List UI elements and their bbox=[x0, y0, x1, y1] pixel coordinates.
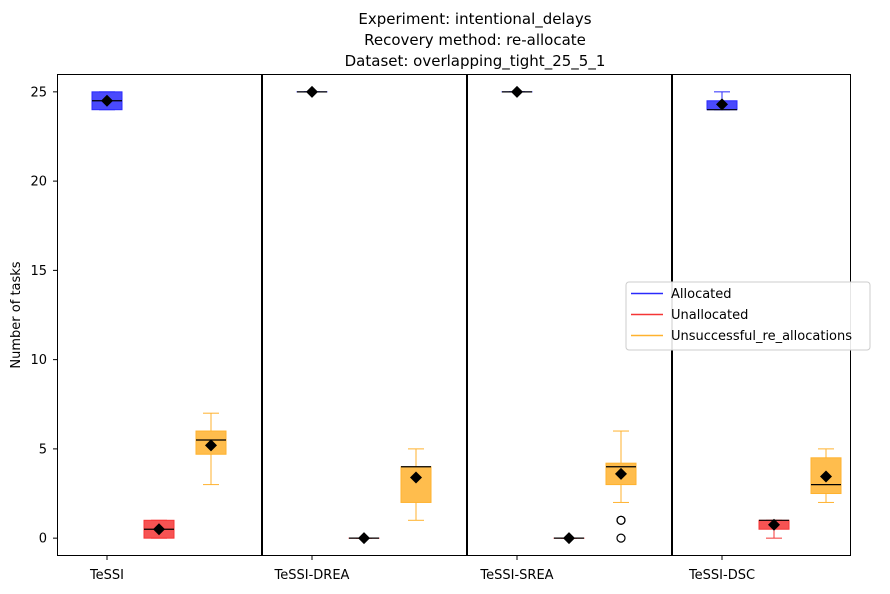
tessi-srea-unsuccessful-re-allocations-outlier-1 bbox=[617, 516, 625, 524]
tessi-srea-unallocated-mean-marker bbox=[563, 532, 575, 544]
tessi-dsc-allocated-box-group bbox=[707, 92, 737, 110]
legend-label-allocated: Allocated bbox=[671, 287, 732, 302]
x-tick-label-0: TeSSI bbox=[89, 568, 124, 583]
chart-title-line-2: Recovery method: re-allocate bbox=[364, 31, 586, 49]
tessi-drea-allocated-mean-marker bbox=[306, 86, 318, 98]
tessi-drea-unallocated-box-group bbox=[349, 532, 379, 544]
chart-title-line-1: Experiment: intentional_delays bbox=[358, 10, 591, 29]
y-tick-label-10: 10 bbox=[30, 353, 47, 368]
tessi-allocated-box-group bbox=[92, 92, 122, 110]
legend: Allocated Unallocated Unsuccessful_re_allo… bbox=[626, 282, 870, 350]
tessi-srea-unsuccessful-re-allocations-outlier-2 bbox=[617, 534, 625, 542]
tessi-dsc-unallocated-box-group bbox=[759, 519, 789, 538]
tessi-drea-unsuccessful-re-allocations-box-group bbox=[401, 449, 431, 520]
chart-title: Experiment: intentional_delays Recovery … bbox=[345, 10, 606, 71]
y-axis-label: Number of tasks bbox=[9, 261, 24, 368]
legend-label-unallocated: Unallocated bbox=[671, 308, 748, 323]
x-tick-label-3: TeSSI-DSC bbox=[688, 568, 755, 583]
x-tick-label-2: TeSSI-SREA bbox=[479, 568, 553, 583]
chart-title-line-3: Dataset: overlapping_tight_25_5_1 bbox=[345, 52, 606, 71]
y-tick-label-15: 15 bbox=[30, 264, 47, 279]
y-tick-label-25: 25 bbox=[30, 85, 47, 100]
tessi-drea-unallocated-mean-marker bbox=[358, 532, 370, 544]
y-tick-label-20: 20 bbox=[30, 175, 47, 190]
y-tick-label-5: 5 bbox=[39, 442, 47, 457]
tessi-srea-unsuccessful-re-allocations-box-group bbox=[606, 431, 636, 542]
legend-label-unsuccessful-re-allocations: Unsuccessful_re_allocations bbox=[671, 329, 852, 344]
y-tick-label-0: 0 bbox=[39, 532, 47, 547]
tessi-srea-allocated-mean-marker bbox=[511, 86, 523, 98]
tessi-srea-allocated-box-group bbox=[502, 86, 532, 98]
tessi-unsuccessful-re-allocations-box-group bbox=[196, 413, 226, 484]
x-tick-label-1: TeSSI-DREA bbox=[274, 568, 350, 583]
tessi-srea-unallocated-box-group bbox=[554, 532, 584, 544]
tessi-drea-allocated-box-group bbox=[297, 86, 327, 98]
tessi-dsc-unsuccessful-re-allocations-box-group bbox=[811, 449, 841, 503]
tessi-unallocated-box-group bbox=[144, 520, 174, 538]
